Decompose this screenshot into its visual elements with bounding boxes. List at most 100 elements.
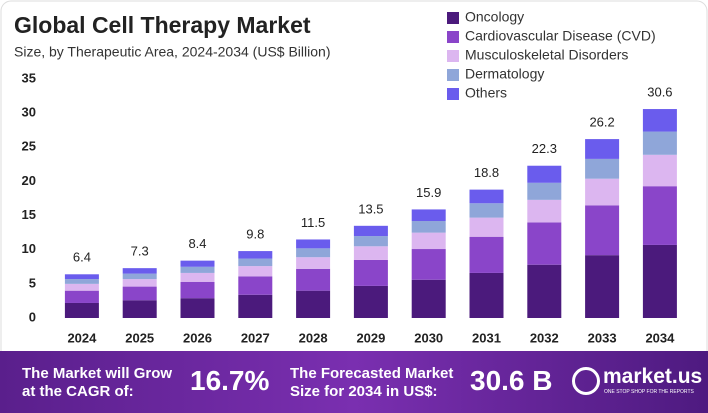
bar-segment: [527, 222, 562, 265]
bar-segment: [411, 249, 446, 280]
chart-subtitle: Size, by Therapeutic Area, 2024-2034 (US…: [14, 44, 330, 60]
bar-segment: [64, 290, 99, 303]
y-tick-label: 20: [22, 173, 36, 188]
bar-segment: [353, 259, 388, 286]
bar-segment: [180, 272, 215, 282]
bar-segment: [180, 260, 215, 267]
total-label: 15.9: [416, 185, 441, 200]
x-tick-label: 2025: [125, 330, 154, 345]
x-tick-label: 2030: [414, 330, 443, 345]
bar-segment: [64, 302, 99, 318]
bar-segment: [642, 154, 677, 187]
bar-segment: [585, 139, 620, 159]
bar-segment: [122, 268, 157, 274]
bar-segment: [469, 189, 504, 204]
bar-segment: [527, 165, 562, 183]
y-tick-label: 25: [22, 139, 36, 154]
bar-segment: [296, 268, 331, 291]
bar-segment: [585, 255, 620, 318]
legend-label: Others: [465, 85, 507, 101]
bar-segment: [122, 279, 157, 287]
bar-segment: [411, 221, 446, 233]
y-tick-label: 10: [22, 241, 36, 256]
text: The Market will Grow: [22, 365, 173, 382]
brand: market.us: [603, 365, 703, 388]
bar-segment: [642, 131, 677, 155]
legend-label: Musculoskeletal Disorders: [465, 47, 628, 63]
bar-segment: [296, 257, 331, 269]
forecast-text: The Forecasted Market Size for 2034 in US…: [290, 365, 453, 401]
bar-segment: [238, 251, 273, 259]
bar-segment: [238, 294, 273, 318]
bar-segment: [353, 236, 388, 247]
legend-swatch: [447, 69, 459, 81]
y-tick-label: 0: [29, 309, 36, 324]
legend-swatch: [447, 31, 459, 43]
bar-segment: [527, 264, 562, 318]
bar-segment: [296, 290, 331, 318]
x-tick-label: 2032: [530, 330, 559, 345]
legend-swatch: [447, 50, 459, 62]
bar-segment: [122, 286, 157, 301]
x-tick-label: 2024: [67, 330, 97, 345]
bar-segment: [64, 283, 99, 291]
x-tick-label: 2027: [241, 330, 270, 345]
cagr-text: The Market will Grow at the CAGR of:: [22, 365, 172, 401]
bar-segment: [585, 178, 620, 206]
bar-segment: [296, 239, 331, 249]
total-label: 9.8: [246, 227, 264, 242]
legend-swatch: [447, 88, 459, 100]
total-label: 18.8: [474, 165, 499, 180]
bar-segment: [180, 298, 215, 318]
total-label: 8.4: [188, 236, 206, 251]
legend-label: Oncology: [465, 9, 524, 25]
y-tick-label: 30: [22, 105, 36, 120]
bar-segment: [469, 203, 504, 218]
total-label: 7.3: [131, 244, 149, 259]
chart: Global Cell Therapy Market Size, by Ther…: [0, 0, 708, 362]
bar-segment: [238, 258, 273, 267]
bar-segment: [238, 276, 273, 295]
bar-segment: [642, 186, 677, 245]
bar-segment: [238, 266, 273, 277]
total-label: 11.5: [301, 215, 325, 230]
bar-segment: [642, 244, 677, 318]
bar-segment: [411, 209, 446, 222]
bar-segment: [469, 217, 504, 237]
bar-segment: [585, 205, 620, 256]
brand-logo: [572, 367, 600, 395]
legend-swatch: [447, 12, 459, 24]
bar-segment: [469, 236, 504, 273]
bar-segment: [411, 232, 446, 250]
bar-segment: [585, 158, 620, 179]
forecast-value: 30.6 B: [470, 365, 553, 396]
text: Size for 2034 in US$:: [290, 383, 438, 400]
bar-segment: [527, 199, 562, 223]
x-tick-label: 2028: [299, 330, 328, 345]
total-label: 26.2: [589, 115, 614, 130]
y-tick-label: 15: [22, 207, 36, 222]
cagr-value: 16.7%: [190, 365, 270, 396]
x-tick-label: 2034: [645, 330, 675, 345]
bar-segment: [642, 109, 677, 132]
total-label: 6.4: [73, 250, 91, 265]
tagline: ONE STOP SHOP FOR THE REPORTS: [604, 389, 694, 395]
total-label: 13.5: [358, 201, 383, 216]
bar-segment: [353, 225, 388, 237]
bar-segment: [180, 266, 215, 273]
chart-title: Global Cell Therapy Market: [14, 12, 311, 38]
bar-segment: [353, 285, 388, 318]
total-label: 30.6: [647, 84, 672, 99]
x-tick-label: 2029: [356, 330, 385, 345]
x-tick-label: 2026: [183, 330, 212, 345]
footer-banner: The Market will Grow at the CAGR of: 16.7…: [0, 351, 708, 413]
bar-segment: [527, 182, 562, 200]
bar-segment: [180, 281, 215, 299]
legend-label: Dermatology: [465, 66, 544, 82]
y-tick-label: 5: [29, 275, 36, 290]
bar-segment: [296, 248, 331, 258]
x-tick-label: 2033: [588, 330, 617, 345]
text: The Forecasted Market: [290, 365, 454, 382]
y-tick-label: 35: [22, 70, 36, 85]
